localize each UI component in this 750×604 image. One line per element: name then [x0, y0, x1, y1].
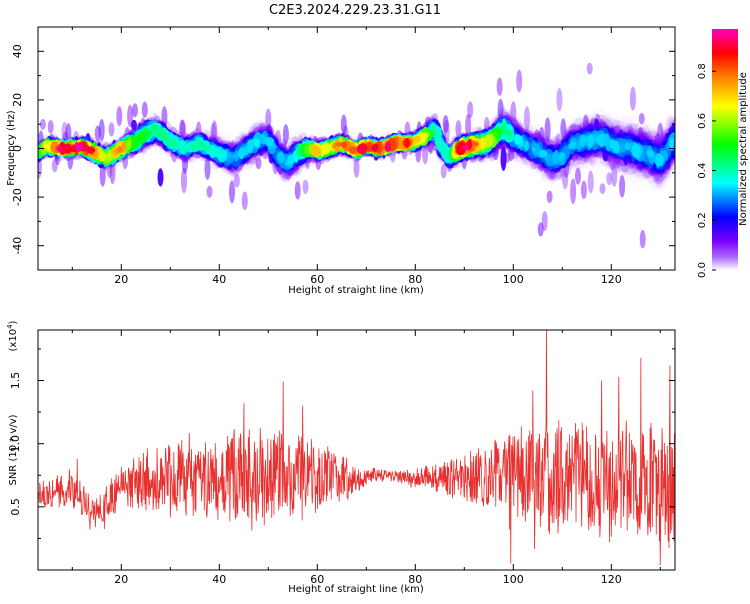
spectral-cell: [288, 186, 296, 191]
spectral-cell: [537, 222, 544, 237]
spectral-cell: [98, 119, 105, 141]
spectral-cell: [277, 117, 286, 126]
spectral-cell: [670, 106, 675, 113]
spectral-cell: [599, 183, 606, 195]
spectral-cell: [502, 93, 510, 105]
spectral-cell: [442, 115, 449, 134]
spectral-cell: [641, 181, 646, 187]
spectral-cell: [206, 185, 213, 198]
spectral-cell: [587, 170, 594, 194]
spectral-cell: [229, 180, 235, 204]
spectral-cell: [570, 178, 577, 205]
spectral-cell: [577, 104, 586, 109]
spectral-cell: [340, 114, 347, 135]
spectral-cell: [496, 77, 503, 96]
spectral-cell: [204, 157, 211, 180]
spectral-cell: [546, 190, 553, 203]
spectral-cell: [353, 158, 360, 178]
spectral-cell: [516, 69, 523, 93]
spectral-cell: [302, 179, 309, 195]
spectral-cell: [455, 120, 462, 138]
spectral-cell: [629, 86, 636, 111]
chart-title: C2E3.2024.229.23.31.G11: [269, 3, 441, 18]
spectral-cell: [47, 120, 54, 134]
spectral-cell: [575, 167, 581, 185]
spectral-cell: [583, 102, 588, 112]
spectrogram-heatmap: [38, 62, 675, 249]
spectral-cell: [580, 180, 587, 199]
spectral-cell: [639, 230, 646, 249]
spectral-cell: [282, 124, 289, 145]
spectral-cell: [638, 113, 645, 125]
spectral-cell: [648, 115, 653, 124]
spectral-cell: [591, 104, 601, 110]
spectral-cell: [233, 174, 240, 188]
spectral-cell: [131, 119, 137, 131]
spectral-cell: [544, 117, 551, 143]
spectral-cell: [255, 157, 262, 170]
spectral-cell: [524, 106, 530, 132]
spectral-cell: [561, 189, 566, 200]
spectral-cell: [241, 191, 248, 211]
spectral-cell: [647, 197, 658, 208]
spectral-cell: [497, 98, 504, 121]
spectral-cell: [500, 145, 507, 171]
spectral-cell: [535, 181, 546, 190]
spectral-cell: [294, 181, 301, 200]
spectral-cell: [556, 88, 563, 112]
spectral-cell: [630, 182, 640, 194]
spectral-cell: [141, 101, 148, 118]
spectral-cell: [116, 106, 123, 127]
spectral-cell: [157, 168, 164, 187]
spectral-cell: [108, 122, 115, 137]
spectral-cell: [586, 62, 593, 75]
spectral-cell: [619, 174, 626, 198]
spectral-cell: [132, 103, 138, 118]
